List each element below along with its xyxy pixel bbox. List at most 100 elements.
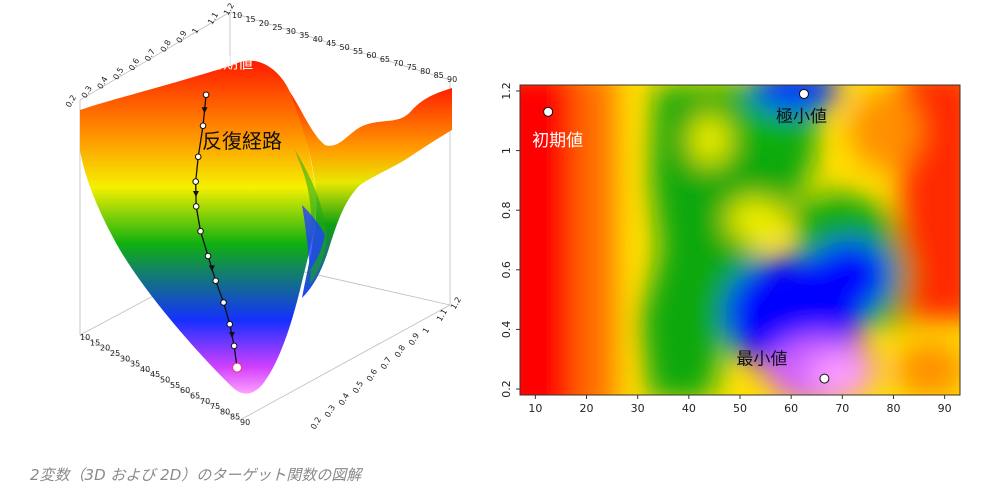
y-tick-label: 0.7 [379, 355, 393, 371]
x-tick-label: 40 [140, 365, 150, 374]
y-tick-label-top: 1 [190, 26, 200, 35]
marker-point [819, 373, 830, 384]
y-tick-label: 0.6 [365, 367, 379, 383]
x-tick-label-top: 70 [393, 59, 403, 68]
x-tick-label: 85 [230, 413, 240, 422]
iteration-path [192, 91, 243, 373]
marker-label: 極小値 [776, 107, 827, 127]
heatmap-2d-chart: 10 20 30 40 50 60 70 80 90 0.2 0.4 0.6 0.8 1 1.2 初期値 極… [500, 82, 961, 415]
x-tick-label-top: 60 [366, 51, 376, 60]
x-tick-label: 80 [220, 407, 230, 416]
y-tick-label: 0.2 [309, 415, 323, 431]
path-point [204, 252, 212, 260]
y-tick-label: 0.9 [407, 331, 421, 347]
marker-point [543, 106, 554, 117]
y-tick-label-top: 0.2 [64, 93, 78, 109]
path-arrow [208, 265, 215, 272]
x-tick-label: 65 [190, 391, 200, 400]
x-tick-label: 60 [180, 386, 190, 395]
marker-label: 最小値 [736, 350, 787, 370]
x-tick-label: 70 [200, 397, 210, 406]
x-tick-label-top: 85 [434, 71, 444, 80]
y-tick-label: 0.8 [500, 201, 513, 219]
x-tick-label: 30 [631, 402, 645, 415]
path-point [192, 203, 200, 210]
x-tick-label-top: 90 [447, 75, 457, 84]
y-tick-label-top: 0.5 [111, 66, 125, 82]
y-tick-label: 0.4 [500, 321, 513, 339]
x-tick-label: 10 [528, 402, 542, 415]
x-tick-label: 40 [682, 402, 696, 415]
x-tick-label-top: 55 [353, 47, 363, 56]
iteration-path-line [195, 94, 238, 368]
x-tick-label-top: 80 [420, 67, 430, 76]
y-tick-label: 1.2 [449, 295, 463, 311]
x-tick-label-top: 35 [299, 31, 309, 40]
x-tick-label: 20 [100, 344, 110, 353]
x-tick-label-top: 50 [340, 43, 350, 52]
x-tick-label: 15 [90, 338, 100, 347]
x-tick-label-top: 20 [259, 19, 269, 28]
path-label: 反復経路 [202, 129, 282, 153]
marker-point [798, 88, 809, 99]
path-point [199, 122, 207, 130]
x-tick-label-top: 45 [326, 39, 336, 48]
y-tick-label-top: 1.1 [206, 11, 220, 27]
marker-label: 初期値 [532, 131, 583, 151]
x-tick-label-top: 65 [380, 55, 390, 64]
x-tick-label-top: 30 [286, 27, 296, 36]
y-tick-label: 1 [500, 147, 513, 154]
path-point [212, 277, 219, 285]
y-tick-label-top: 0.3 [80, 84, 94, 100]
x-tick-label-top: 10 [232, 11, 242, 20]
x-tick-label: 90 [240, 418, 250, 427]
path-point [230, 342, 238, 350]
x-tick-label: 90 [938, 402, 952, 415]
surface [80, 60, 452, 394]
surface-blue-dip [302, 205, 325, 270]
x-tick-label: 35 [130, 360, 140, 369]
x-tick-label-top: 15 [245, 15, 255, 24]
y-tick-label: 1 [421, 326, 431, 335]
path-point [226, 320, 234, 328]
heatmap-area [520, 85, 960, 395]
x-tick-label: 50 [160, 376, 170, 385]
x-tick-label: 55 [170, 381, 180, 390]
x-tick-label: 70 [835, 402, 849, 415]
x-tick-label: 30 [120, 354, 130, 363]
surface-main [80, 60, 317, 394]
y-tick-labels: 0.20.30.40.50.60.70.80.91 1.11.2 [309, 295, 463, 431]
y-tick-label: 0.5 [351, 379, 365, 395]
x-tick-label: 25 [110, 349, 120, 358]
y-tick-label: 1.1 [435, 307, 449, 323]
x-tick-label-top: 40 [313, 35, 323, 44]
path-point [192, 178, 199, 185]
x-axis-ticks: 10 20 30 40 50 60 70 80 90 [528, 395, 952, 415]
y-tick-label: 0.3 [323, 403, 337, 419]
path-point [194, 153, 202, 161]
x-tick-label: 50 [733, 402, 747, 415]
y-tick-label: 1.2 [500, 82, 513, 100]
x-tick-label: 60 [784, 402, 798, 415]
path-end-point [232, 362, 243, 373]
y-axis-ticks: 0.2 0.4 0.6 0.8 1 1.2 [500, 82, 520, 398]
y-tick-label-top: 0.7 [143, 47, 157, 63]
path-arrow [228, 332, 235, 339]
y-tick-label-top: 0.4 [96, 75, 110, 91]
start-label: 初期値 [208, 54, 253, 72]
x-tick-label: 10 [80, 333, 90, 342]
surface-ridge [290, 88, 452, 298]
x-tick-label: 80 [886, 402, 900, 415]
y-tick-label: 0.4 [337, 391, 351, 407]
x-tick-label: 75 [210, 402, 220, 411]
y-tick-label-top: 0.9 [175, 29, 189, 45]
path-point [202, 91, 210, 99]
path-arrow [192, 191, 199, 197]
x-tick-label: 45 [150, 370, 160, 379]
x-tick-label-top: 75 [407, 63, 417, 72]
y-tick-label-top: 0.8 [159, 38, 173, 54]
figure-caption: 2変数（3D および 2D）のターゲット関数の図解 [30, 466, 362, 484]
y-tick-label-top: 0.6 [127, 57, 141, 73]
